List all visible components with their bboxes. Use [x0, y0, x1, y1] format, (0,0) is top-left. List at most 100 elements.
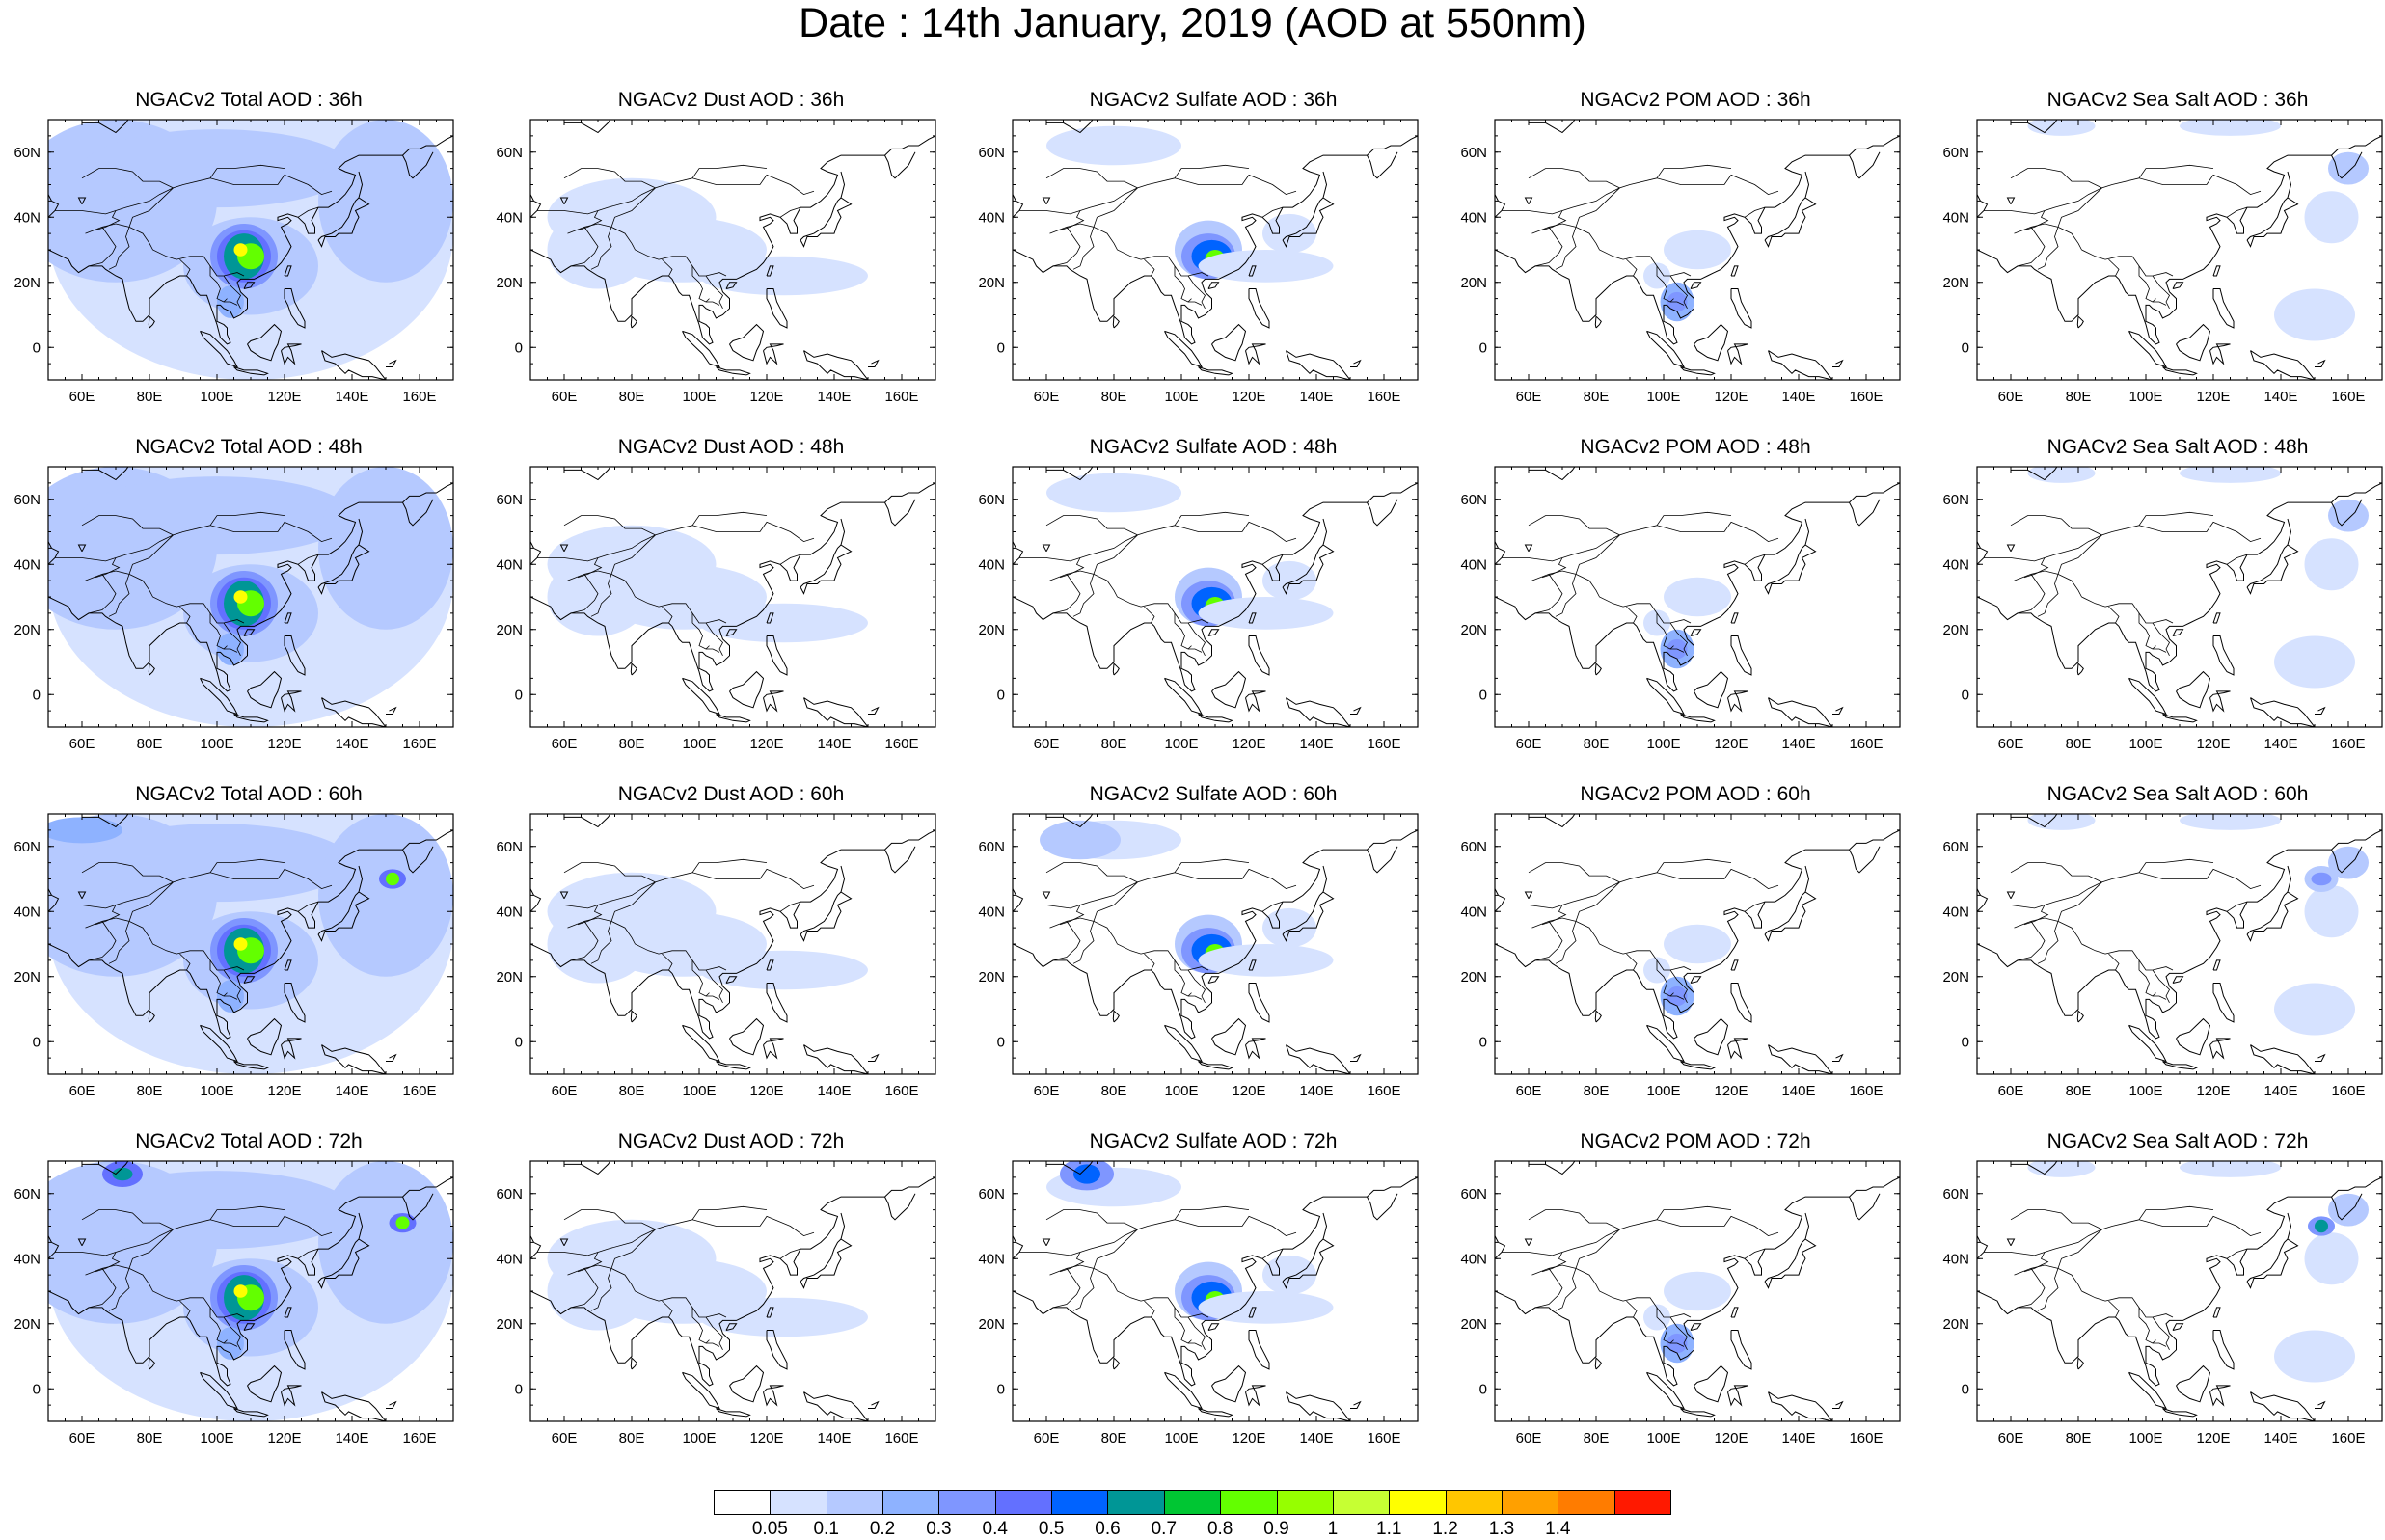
- coastline: [200, 1371, 239, 1410]
- lat-tick-label: 0: [997, 687, 1005, 703]
- coastline: [884, 151, 916, 179]
- lat-tick-label: 40N: [1460, 209, 1487, 226]
- coastline: [1764, 1238, 1817, 1289]
- map-panel: NGACv2 Dust AOD : 60h 60E 80E 100E 120E 140E 1…: [490, 781, 962, 1099]
- aod-map: 60E 80E 100E 120E 140E 160E 60N 40N 20N 0: [978, 466, 1419, 752]
- aod-field: [1013, 467, 1418, 727]
- coastline: [321, 697, 387, 727]
- coastline: [2172, 1323, 2184, 1331]
- coastline: [200, 1024, 239, 1063]
- aod-field: [530, 120, 935, 380]
- coastline: [1013, 888, 1024, 912]
- country-border: [2226, 1248, 2248, 1259]
- map-panel: NGACv2 Total AOD : 60h 60E 80E 100E 120E 140E…: [8, 781, 480, 1099]
- coastline: [1350, 359, 1362, 367]
- country-border: [2108, 953, 2120, 971]
- lat-tick-label: 60N: [1460, 1186, 1487, 1202]
- lon-tick-label: 80E: [137, 389, 163, 405]
- colorbar-label: 0.5: [1038, 1519, 1065, 1539]
- coastline: [840, 518, 846, 546]
- coastline: [1977, 541, 1989, 565]
- coastline: [1207, 1323, 1220, 1331]
- country-border: [81, 515, 174, 536]
- lon-tick-label: 140E: [335, 389, 368, 405]
- lon-tick-label: 60E: [69, 1083, 95, 1099]
- coastline: [1245, 1385, 1266, 1407]
- country-border: [1744, 901, 1766, 912]
- coastline: [2209, 690, 2231, 713]
- country-border: [209, 1205, 285, 1221]
- country-border: [85, 223, 245, 277]
- country-border: [297, 1248, 319, 1259]
- lat-tick-label: 60N: [14, 839, 41, 855]
- country-border: [2037, 1268, 2059, 1311]
- coastline: [1042, 197, 1051, 205]
- country-border: [95, 557, 121, 579]
- coastline: [1646, 330, 1686, 368]
- aod-map: 60E 80E 100E 120E 140E 160E 60N 40N 20N 0: [1460, 1160, 1901, 1446]
- coastline: [840, 171, 846, 199]
- lon-tick-label: 140E: [1299, 389, 1333, 405]
- aod-contour: [233, 590, 248, 604]
- aod-contour: [1198, 944, 1334, 977]
- country-border: [1187, 275, 1206, 309]
- lat-tick-label: 40N: [496, 556, 523, 573]
- country-border: [1049, 917, 1209, 971]
- country-border: [590, 1268, 612, 1311]
- coastline: [725, 1323, 738, 1331]
- coastline: [2315, 359, 2326, 367]
- country-border: [706, 1342, 720, 1347]
- coastline: [559, 1238, 569, 1247]
- country-border: [1744, 554, 1766, 565]
- aod-contour: [2180, 120, 2281, 136]
- panel-title: NGACv2 Sulfate AOD : 36h: [1089, 89, 1338, 111]
- country-border: [1575, 868, 1779, 922]
- coastline: [77, 891, 87, 900]
- lon-tick-label: 120E: [1714, 736, 1748, 752]
- country-border: [1188, 1342, 1203, 1347]
- panel-title: NGACv2 Total AOD : 48h: [135, 436, 363, 458]
- lon-tick-label: 60E: [1034, 1083, 1060, 1099]
- country-border: [691, 511, 768, 527]
- lon-tick-label: 140E: [817, 1083, 851, 1099]
- coastline: [884, 499, 916, 527]
- country-border: [1541, 210, 1567, 231]
- coastline: [800, 197, 853, 248]
- country-border: [1049, 1264, 1209, 1318]
- country-border: [662, 606, 673, 624]
- aod-field: [1495, 1161, 1900, 1421]
- coastline: [630, 1357, 637, 1370]
- country-border: [2152, 1316, 2170, 1350]
- coastline: [321, 350, 387, 380]
- aod-contour: [2274, 1330, 2355, 1383]
- coastline: [148, 662, 155, 676]
- country-border: [223, 969, 241, 1003]
- aod-field: [530, 467, 935, 727]
- colorbar-swatch: [1613, 1490, 1671, 1515]
- colorbar-swatch: [1558, 1490, 1615, 1515]
- coastline: [729, 1017, 765, 1056]
- country-border: [590, 921, 612, 964]
- country-border: [1059, 1252, 1085, 1273]
- lon-tick-label: 120E: [267, 1083, 301, 1099]
- country-border: [1174, 164, 1250, 179]
- coastline: [1730, 612, 1739, 624]
- lon-tick-label: 160E: [1367, 1430, 1400, 1446]
- lat-tick-label: 0: [515, 1381, 523, 1397]
- coastline: [2006, 891, 2016, 900]
- country-border: [95, 210, 121, 231]
- country-border: [1093, 1215, 1297, 1269]
- coastline: [233, 366, 269, 376]
- coastline: [148, 1357, 155, 1370]
- country-border: [662, 1300, 673, 1318]
- coastline: [1495, 135, 1900, 345]
- country-border: [223, 622, 241, 656]
- aod-field: [530, 814, 935, 1074]
- coastline: [1594, 662, 1602, 676]
- lon-tick-label: 120E: [1714, 389, 1748, 405]
- lon-tick-label: 160E: [884, 1430, 918, 1446]
- aod-map: 60E 80E 100E 120E 140E 160E 60N 40N 20N 0: [496, 466, 936, 752]
- lat-tick-label: 0: [1479, 339, 1487, 356]
- coastline: [1112, 1357, 1120, 1370]
- coastline: [1764, 544, 1817, 595]
